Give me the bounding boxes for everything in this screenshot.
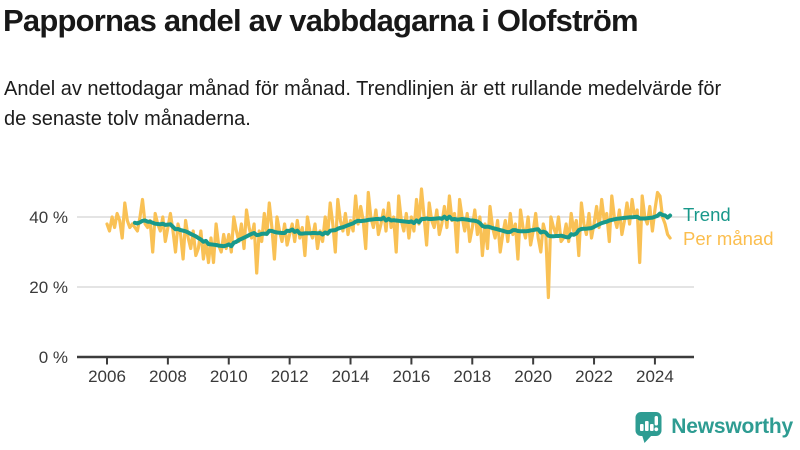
x-tick-label: 2006 bbox=[88, 367, 126, 386]
x-tick-label: 2010 bbox=[210, 367, 248, 386]
legend-trend-label: Trend bbox=[683, 204, 731, 225]
x-tick-label: 2012 bbox=[271, 367, 309, 386]
y-tick-label: 0 % bbox=[39, 348, 68, 367]
trend-line-series bbox=[132, 211, 673, 249]
chart-title: Pappornas andel av vabbdagarna i Olofstr… bbox=[3, 3, 639, 38]
bar-chart-speech-bubble-icon bbox=[635, 412, 662, 443]
y-tick-label: 20 % bbox=[29, 278, 68, 297]
x-tick-label: 2022 bbox=[575, 367, 613, 386]
chart-subtitle: Andel av nettodagar månad för månad. Tre… bbox=[4, 78, 722, 130]
x-tick-label: 2018 bbox=[453, 367, 491, 386]
legend-per-month-label: Per månad bbox=[683, 228, 774, 249]
y-tick-label: 40 % bbox=[29, 208, 68, 227]
per-month-line-series bbox=[105, 187, 672, 300]
x-tick-label: 2020 bbox=[514, 367, 552, 386]
x-axis-ticks: 2006 2008 2010 2012 2014 2016 2018 2020 2022 2024 bbox=[88, 357, 674, 386]
newsworthy-logo: Newsworthy bbox=[635, 411, 793, 443]
x-tick-label: 2024 bbox=[636, 367, 674, 386]
x-tick-label: 2008 bbox=[149, 367, 187, 386]
x-tick-label: 2014 bbox=[332, 367, 370, 386]
x-tick-label: 2016 bbox=[392, 367, 430, 386]
brand-name: Newsworthy bbox=[671, 415, 793, 438]
y-axis-labels: 0 % 20 % 40 % bbox=[29, 208, 68, 367]
